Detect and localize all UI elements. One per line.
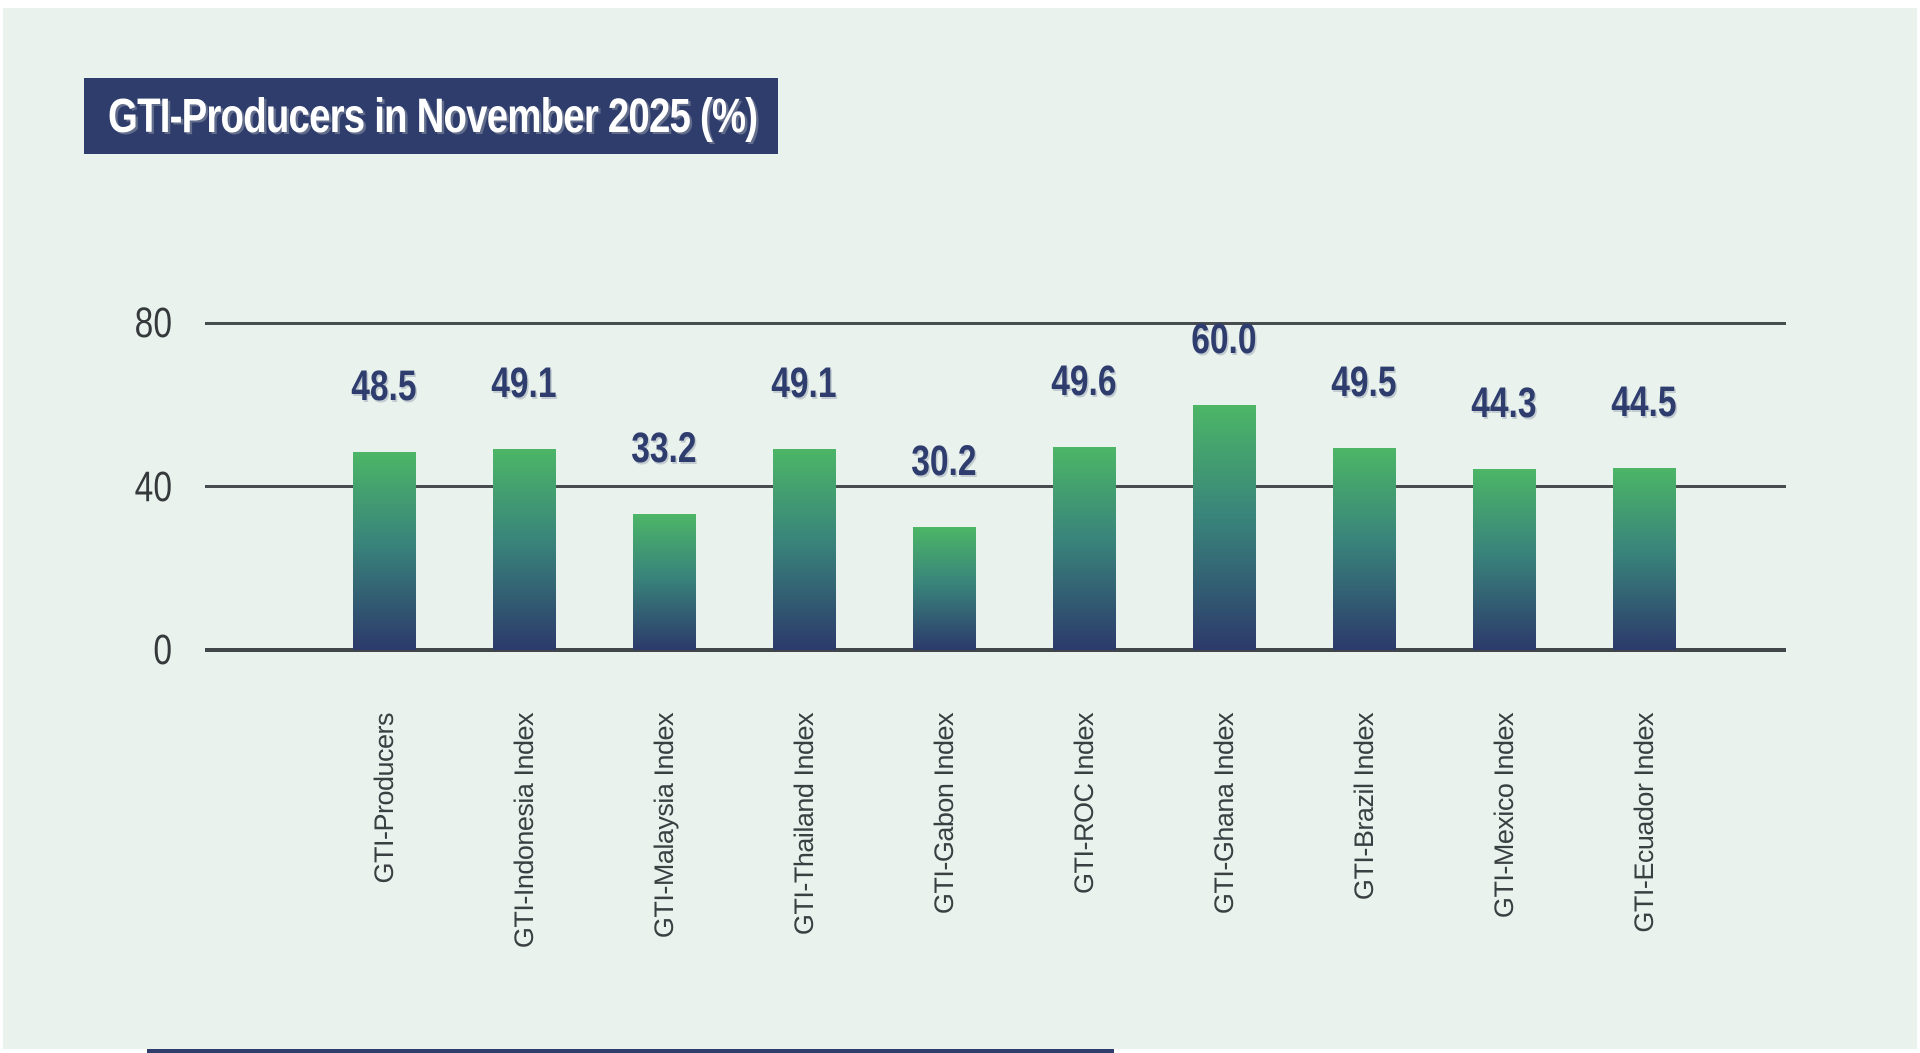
bar-value-label: 44.5 bbox=[1611, 378, 1677, 427]
y-tick-label: 0 bbox=[153, 626, 172, 674]
x-axis-label: GTI-Brazil Index bbox=[1349, 713, 1379, 901]
footer-strip bbox=[147, 1049, 1114, 1053]
bar-GTI-Producers bbox=[352, 451, 416, 650]
bar-GTI-Indonesia Index bbox=[492, 449, 556, 650]
chart-title-box: GTI-Producers in November 2025 (%) bbox=[84, 78, 778, 154]
x-axis-label: GTI-Indonesia Index bbox=[509, 713, 539, 949]
chart-title: GTI-Producers in November 2025 (%) bbox=[108, 89, 758, 143]
bar-GTI-ROC Index bbox=[1052, 447, 1116, 650]
bar-GTI-Mexico Index bbox=[1472, 468, 1536, 650]
bar-GTI-Thailand Index bbox=[772, 449, 836, 650]
x-axis-label: GTI-Ghana Index bbox=[1209, 713, 1239, 915]
x-axis-label: GTI-Thailand Index bbox=[789, 713, 819, 936]
x-axis-label: GTI-Mexico Index bbox=[1489, 713, 1519, 919]
x-axis-label: GTI-Gabon Index bbox=[929, 713, 959, 915]
bar-GTI-Ecuador Index bbox=[1612, 468, 1676, 650]
y-tick-label: 80 bbox=[134, 299, 172, 347]
bar-value-label: 49.1 bbox=[491, 359, 557, 408]
y-tick-label: 40 bbox=[134, 462, 172, 511]
bar-value-label: 49.5 bbox=[1331, 357, 1397, 406]
x-axis-label: GTI-Malaysia Index bbox=[649, 713, 679, 939]
x-axis-label: GTI-Ecuador Index bbox=[1629, 713, 1659, 933]
gridline-y-40 bbox=[205, 485, 1786, 488]
gridline-y-80 bbox=[205, 321, 1786, 325]
gridline-y-0 bbox=[205, 648, 1786, 652]
bar-value-label: 44.3 bbox=[1471, 378, 1537, 427]
bar-value-label: 49.6 bbox=[1051, 357, 1117, 406]
bar-value-label: 33.2 bbox=[631, 424, 697, 473]
x-axis-label: GTI-ROC Index bbox=[1069, 713, 1099, 895]
bar-value-label: 48.5 bbox=[351, 361, 417, 410]
bar-value-label: 60.0 bbox=[1191, 314, 1257, 363]
x-axis-label: GTI-Producers bbox=[369, 713, 399, 884]
bar-GTI-Gabon Index bbox=[912, 526, 976, 650]
bar-GTI-Brazil Index bbox=[1332, 447, 1396, 650]
bar-GTI-Ghana Index bbox=[1192, 404, 1256, 650]
bar-GTI-Malaysia Index bbox=[632, 514, 696, 650]
bar-value-label: 49.1 bbox=[771, 359, 837, 408]
bar-value-label: 30.2 bbox=[911, 436, 977, 485]
